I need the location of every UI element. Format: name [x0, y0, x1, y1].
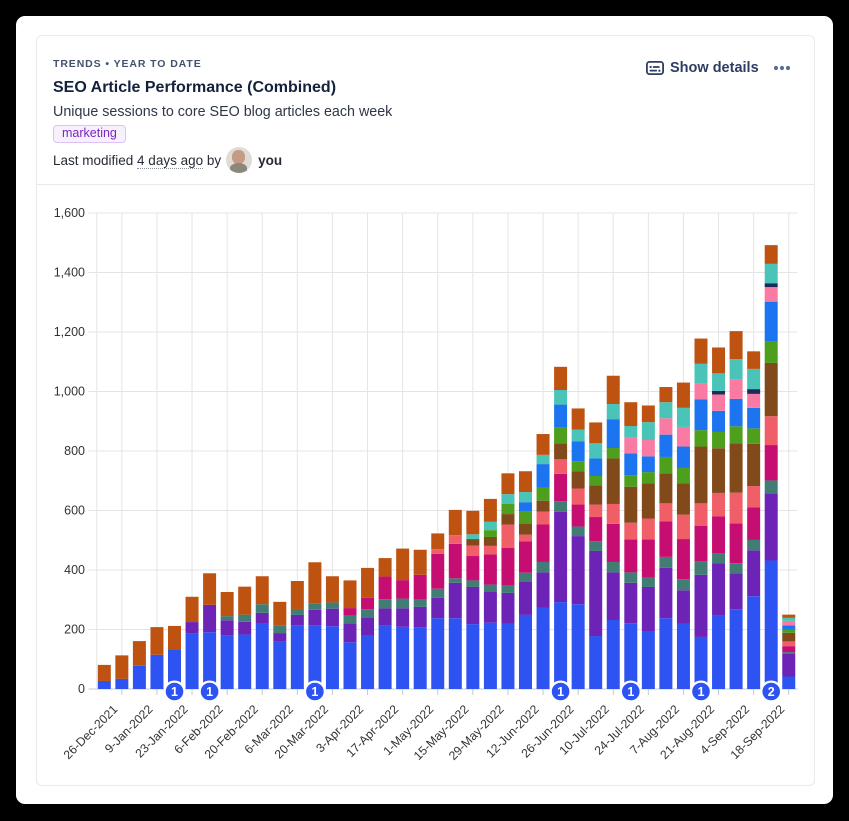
svg-text:800: 800 [64, 444, 85, 458]
svg-text:1: 1 [557, 685, 564, 699]
svg-text:1,200: 1,200 [54, 325, 85, 339]
svg-text:1: 1 [698, 685, 705, 699]
svg-text:0: 0 [78, 682, 85, 696]
svg-text:1,600: 1,600 [54, 206, 85, 220]
svg-text:200: 200 [64, 623, 85, 637]
svg-text:1: 1 [171, 685, 178, 699]
svg-text:1: 1 [311, 685, 318, 699]
svg-text:1: 1 [206, 685, 213, 699]
svg-text:2: 2 [768, 685, 775, 699]
svg-text:1,000: 1,000 [54, 385, 85, 399]
svg-text:400: 400 [64, 563, 85, 577]
svg-text:600: 600 [64, 504, 85, 518]
svg-text:1: 1 [627, 685, 634, 699]
svg-text:1,400: 1,400 [54, 266, 85, 280]
